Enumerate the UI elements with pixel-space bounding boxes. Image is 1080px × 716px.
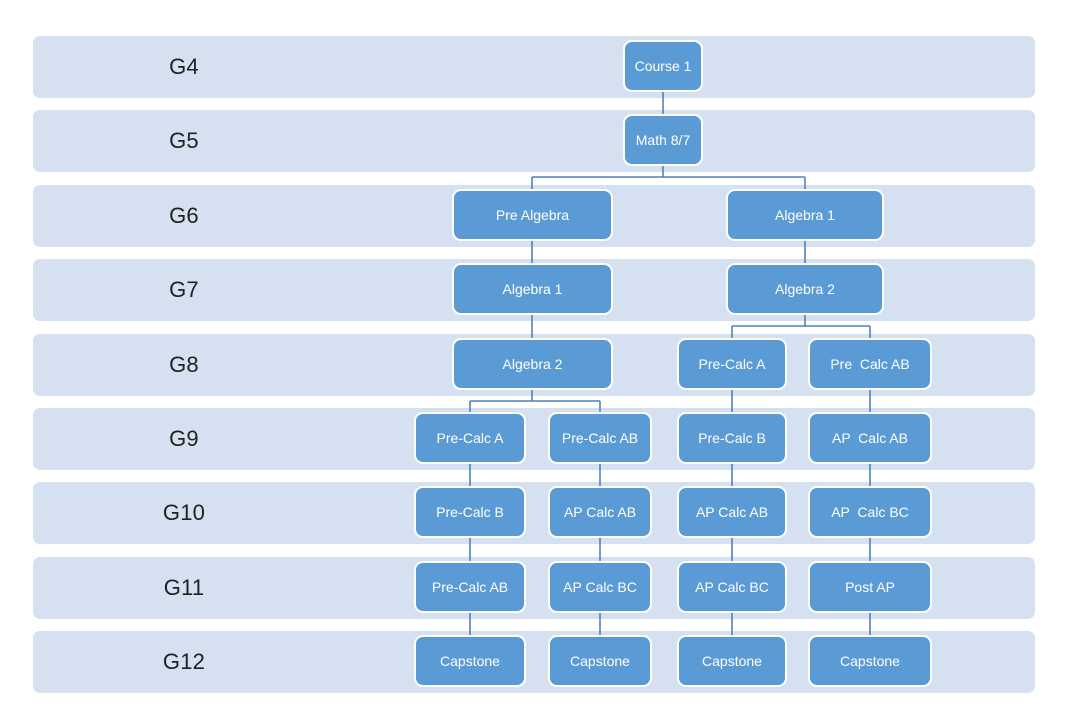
node-g12-capstone-2: Capstone bbox=[548, 635, 652, 687]
grade-label-g5: G5 bbox=[169, 128, 199, 153]
node-g9-pre-calc-ab: Pre-Calc AB bbox=[548, 412, 652, 464]
grade-label-g12: G12 bbox=[162, 649, 206, 674]
node-g11-ap-calc-bc: AP Calc BC bbox=[548, 561, 652, 613]
node-g10-ap-calc-ab: AP Calc AB bbox=[548, 486, 652, 538]
grade-label-g6: G6 bbox=[169, 203, 199, 228]
grade-band-g5: G5 bbox=[33, 110, 1035, 172]
node-g10-ap-calc-ab-2: AP Calc AB bbox=[677, 486, 787, 538]
node-g5-math-8-7: Math 8/7 bbox=[623, 114, 703, 166]
grade-label-g8: G8 bbox=[169, 352, 199, 377]
node-g6-pre-algebra: Pre Algebra bbox=[452, 189, 613, 241]
node-g10-pre-calc-b: Pre-Calc B bbox=[414, 486, 526, 538]
node-g11-ap-calc-bc-2: AP Calc BC bbox=[677, 561, 787, 613]
grade-label-g4: G4 bbox=[169, 54, 199, 79]
node-g12-capstone-3: Capstone bbox=[677, 635, 787, 687]
grade-band-g4: G4 bbox=[33, 36, 1035, 98]
node-g11-post-ap: Post AP bbox=[808, 561, 932, 613]
grade-label-g11: G11 bbox=[163, 575, 205, 600]
node-g11-pre-calc-ab: Pre-Calc AB bbox=[414, 561, 526, 613]
grade-label-g9: G9 bbox=[169, 426, 199, 451]
node-g4-course-1: Course 1 bbox=[623, 40, 703, 92]
grade-label-g10: G10 bbox=[162, 500, 206, 525]
node-g8-pre-calc-ab: Pre Calc AB bbox=[808, 338, 932, 390]
node-g12-capstone-4: Capstone bbox=[808, 635, 932, 687]
node-g8-pre-calc-a: Pre-Calc A bbox=[677, 338, 787, 390]
node-g9-pre-calc-b: Pre-Calc B bbox=[677, 412, 787, 464]
node-g9-ap-calc-ab: AP Calc AB bbox=[808, 412, 932, 464]
node-g12-capstone-1: Capstone bbox=[414, 635, 526, 687]
grade-label-g7: G7 bbox=[169, 277, 199, 302]
node-g8-algebra-2: Algebra 2 bbox=[452, 338, 613, 390]
node-g10-ap-calc-bc: AP Calc BC bbox=[808, 486, 932, 538]
node-g9-pre-calc-a: Pre-Calc A bbox=[414, 412, 526, 464]
node-g6-algebra-1: Algebra 1 bbox=[726, 189, 884, 241]
node-g7-algebra-1: Algebra 1 bbox=[452, 263, 613, 315]
node-g7-algebra-2: Algebra 2 bbox=[726, 263, 884, 315]
